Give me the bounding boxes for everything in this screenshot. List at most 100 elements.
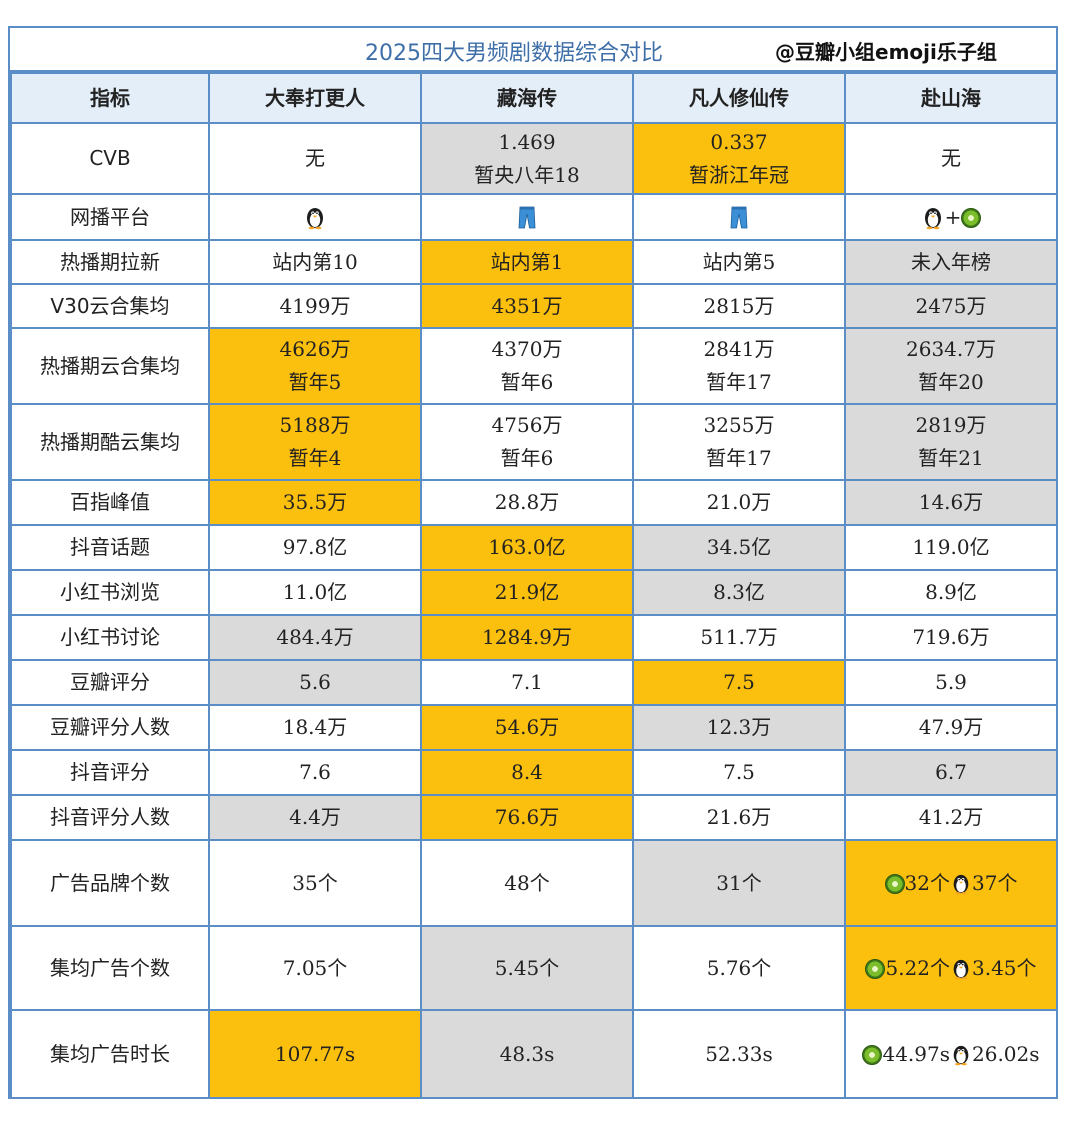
table-cell: 48.3s [420,1009,634,1099]
row-label: V30云合集均 [10,283,210,329]
cell-value: 1.469 [498,129,556,154]
cell-rank: 暂年4 [288,446,342,470]
table-cell: 7.5 [632,659,846,706]
table-row: 热播期拉新 站内第10 站内第1 站内第5 未入年榜 [10,239,1058,285]
table-cell: 4370万 暂年6 [420,327,634,405]
table-cell: 5188万 暂年4 [208,403,422,481]
penguin-value: 26.02s [972,1041,1040,1066]
table-cell: 44.97s 26.02s [844,1009,1058,1099]
cell-value: 2634.7万 [906,337,996,361]
table-cell: 28.8万 [420,479,634,526]
table-cell: 47.9万 [844,704,1058,751]
penguin-icon [307,208,323,230]
table-cell: 5.9 [844,659,1058,706]
header-row: 指标 大奉打更人 藏海传 凡人修仙传 赴山海 [10,72,1058,124]
row-label: 抖音评分人数 [10,794,210,841]
table-cell: 7.05个 [208,925,422,1011]
penguin-value: 37个 [972,870,1018,895]
table-cell: 4756万 暂年6 [420,403,634,481]
header-canghai: 藏海传 [420,72,634,124]
table-cell: 站内第5 [632,239,846,285]
cell-value: 2841万 [703,337,775,361]
row-label: 小红书浏览 [10,569,210,616]
row-label: 抖音话题 [10,524,210,571]
table-cell: 无 [844,122,1058,195]
header-fushanhai: 赴山海 [844,72,1058,124]
cell-value: 0.337 [710,129,768,154]
jeans-icon [730,206,748,229]
table-cell: 107.77s [208,1009,422,1099]
row-label: 热播期云合集均 [10,327,210,405]
table-row: CVB 无 1.469 暂央八年18 0.337 暂浙江年冠 无 [10,122,1058,195]
table-cell: 2475万 [844,283,1058,329]
table-cell: 8.9亿 [844,569,1058,616]
table-cell: 5.6 [208,659,422,706]
table-row: 抖音评分 7.6 8.4 7.5 6.7 [10,749,1058,796]
cell-value: 5188万 [279,413,351,437]
table-row: 抖音话题 97.8亿 163.0亿 34.5亿 119.0亿 [10,524,1058,571]
table-cell: + [844,193,1058,241]
kiwi-icon [862,1045,883,1065]
table-cell: 11.0亿 [208,569,422,616]
penguin-icon [953,959,969,980]
table-cell: 119.0亿 [844,524,1058,571]
table-cell: 3255万 暂年17 [632,403,846,481]
table-cell: 5.45个 [420,925,634,1011]
split-values: 44.97s 26.02s [862,1041,1040,1066]
table-row: V30云合集均 4199万 4351万 2815万 2475万 [10,283,1058,329]
header-dafeng: 大奉打更人 [208,72,422,124]
cell-value: 3255万 [703,413,775,437]
table-cell: 34.5亿 [632,524,846,571]
credit-text: @豆瓣小组emoji乐子组 [775,40,997,64]
table-row: 豆瓣评分人数 18.4万 54.6万 12.3万 47.9万 [10,704,1058,751]
table-cell: 4199万 [208,283,422,329]
table-cell: 511.7万 [632,614,846,661]
table-cell: 站内第1 [420,239,634,285]
kiwi-icon [961,208,982,228]
table-cell: 站内第10 [208,239,422,285]
page-title: 2025四大男频剧数据综合对比 [365,41,663,66]
table-cell: 719.6万 [844,614,1058,661]
kiwi-icon [865,959,886,979]
split-values: 5.22个 3.45个 [865,955,1037,980]
table-row: 网播平台 + [10,193,1058,241]
table-cell: 48个 [420,839,634,927]
table-cell: 35.5万 [208,479,422,526]
cell-rank: 暂浙江年冠 [689,162,789,187]
table-cell: 0.337 暂浙江年冠 [632,122,846,195]
table-cell: 5.76个 [632,925,846,1011]
row-label: 热播期拉新 [10,239,210,285]
table-cell: 6.7 [844,749,1058,796]
table-cell: 14.6万 [844,479,1058,526]
header-fanren: 凡人修仙传 [632,72,846,124]
table-cell: 无 [208,122,422,195]
table-row: 抖音评分人数 4.4万 76.6万 21.6万 41.2万 [10,794,1058,841]
plus-sign: + [944,204,962,229]
penguin-value: 3.45个 [972,955,1037,980]
row-label: 豆瓣评分人数 [10,704,210,751]
cell-value: 4756万 [491,413,563,437]
table-cell: 54.6万 [420,704,634,751]
table-cell: 35个 [208,839,422,927]
table-cell: 5.22个 3.45个 [844,925,1058,1011]
table-cell: 4351万 [420,283,634,329]
table-row: 广告品牌个数 35个 48个 31个 32个 37个 [10,839,1058,927]
table-row: 热播期云合集均 4626万 暂年5 4370万 暂年6 2841万 暂年17 2… [10,327,1058,405]
table-row: 集均广告时长 107.77s 48.3s 52.33s 44.97s 26.02s [10,1009,1058,1099]
row-label: 集均广告时长 [10,1009,210,1099]
comparison-table: 指标 大奉打更人 藏海传 凡人修仙传 赴山海 CVB 无 1.469 暂央八年1… [10,72,1058,1099]
table-cell: 32个 37个 [844,839,1058,927]
kiwi-value: 32个 [904,870,950,895]
row-label: 百指峰值 [10,479,210,526]
table-row: 小红书浏览 11.0亿 21.9亿 8.3亿 8.9亿 [10,569,1058,616]
table-cell: 7.5 [632,749,846,796]
table-cell: 21.6万 [632,794,846,841]
row-label: 小红书讨论 [10,614,210,661]
row-label: 抖音评分 [10,749,210,796]
cell-rank: 暂年6 [500,370,554,394]
table-cell: 7.1 [420,659,634,706]
table-cell [208,193,422,241]
table-row: 小红书讨论 484.4万 1284.9万 511.7万 719.6万 [10,614,1058,661]
table-cell: 484.4万 [208,614,422,661]
jeans-icon [518,206,536,229]
